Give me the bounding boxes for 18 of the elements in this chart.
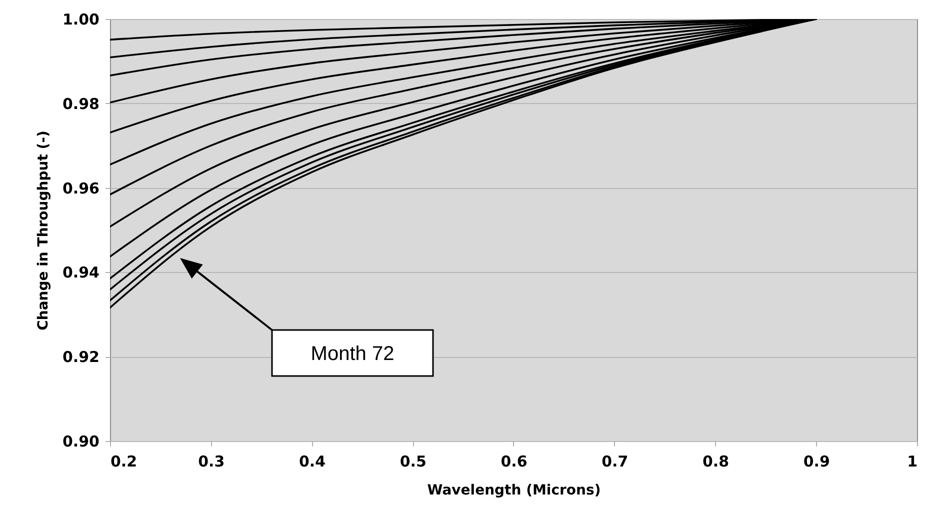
x-tick-label: 0.3 bbox=[198, 452, 225, 470]
x-tick-label: 0.4 bbox=[298, 452, 326, 470]
y-axis-title: Change in Throughput (-) bbox=[35, 130, 52, 330]
x-tick-label: 0.8 bbox=[702, 452, 730, 470]
x-tick-label: 0.2 bbox=[110, 452, 138, 470]
x-axis-title: Wavelength (Microns) bbox=[427, 482, 601, 498]
y-tick-label: 0.92 bbox=[62, 348, 100, 366]
x-tick-label: 1 bbox=[907, 452, 918, 470]
x-tick-label: 0.7 bbox=[602, 452, 628, 470]
y-tick-label: 0.96 bbox=[62, 179, 100, 198]
y-tick-label: 0.98 bbox=[62, 94, 100, 113]
y-tick-label: 0.90 bbox=[62, 432, 100, 450]
x-tick-label: 0.6 bbox=[500, 452, 528, 470]
x-tick-label: 0.5 bbox=[400, 452, 426, 470]
annotation: Month 72 bbox=[310, 343, 394, 365]
y-tick-label: 0.94 bbox=[62, 264, 100, 282]
x-tick-label: 0.9 bbox=[803, 452, 830, 470]
y-tick-label: 1.00 bbox=[62, 10, 100, 28]
